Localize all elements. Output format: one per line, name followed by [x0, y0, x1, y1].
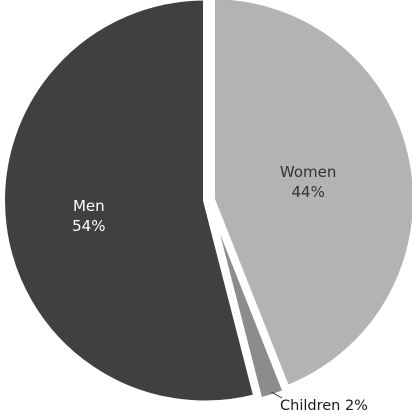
pie-labels: Women 44% Men 54% — [72, 163, 336, 235]
slice-label-women: Women — [280, 163, 336, 181]
slice-percent-women: 44% — [291, 183, 324, 201]
slice-label-men: Men — [73, 197, 105, 215]
children-leader-line — [271, 391, 283, 399]
slice-percent-men: 54% — [72, 217, 105, 235]
children-outside-label: Children 2% — [280, 398, 368, 414]
pie-slices — [1, 0, 412, 405]
pie-slice-children — [208, 203, 288, 402]
pie-slice-women — [210, 0, 412, 390]
pie-slice-men — [1, 0, 258, 405]
